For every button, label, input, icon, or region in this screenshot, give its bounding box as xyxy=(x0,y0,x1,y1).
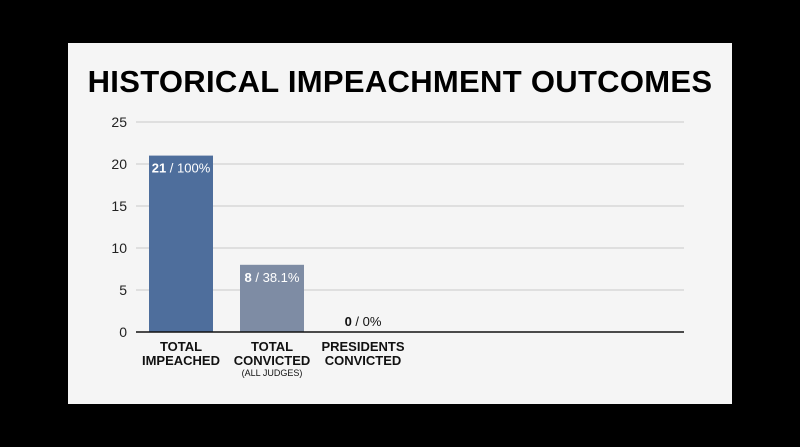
y-tick-label: 10 xyxy=(111,240,127,256)
chart-title: HISTORICAL IMPEACHMENT OUTCOMES xyxy=(87,64,713,99)
y-tick-label: 15 xyxy=(111,198,127,214)
category-label: CONVICTED xyxy=(234,353,311,368)
bar xyxy=(149,155,213,332)
category-label: TOTAL xyxy=(160,339,202,354)
category-label: PRESIDENTS xyxy=(321,339,404,354)
category-label: CONVICTED xyxy=(325,353,402,368)
category-label: TOTAL xyxy=(251,339,293,354)
y-tick-label: 5 xyxy=(119,282,127,298)
category-label: IMPEACHED xyxy=(142,353,220,368)
y-tick-label: 0 xyxy=(119,324,127,340)
y-tick-label: 20 xyxy=(111,156,127,172)
bar-value-label: 21 / 100% xyxy=(152,161,211,176)
bar-value-label: 8 / 38.1% xyxy=(245,270,300,285)
y-tick-label: 25 xyxy=(111,114,127,130)
bar xyxy=(240,264,304,332)
category-sublabel: (ALL JUDGES) xyxy=(242,368,303,378)
bar-value-label: 0 / 0% xyxy=(345,314,382,329)
